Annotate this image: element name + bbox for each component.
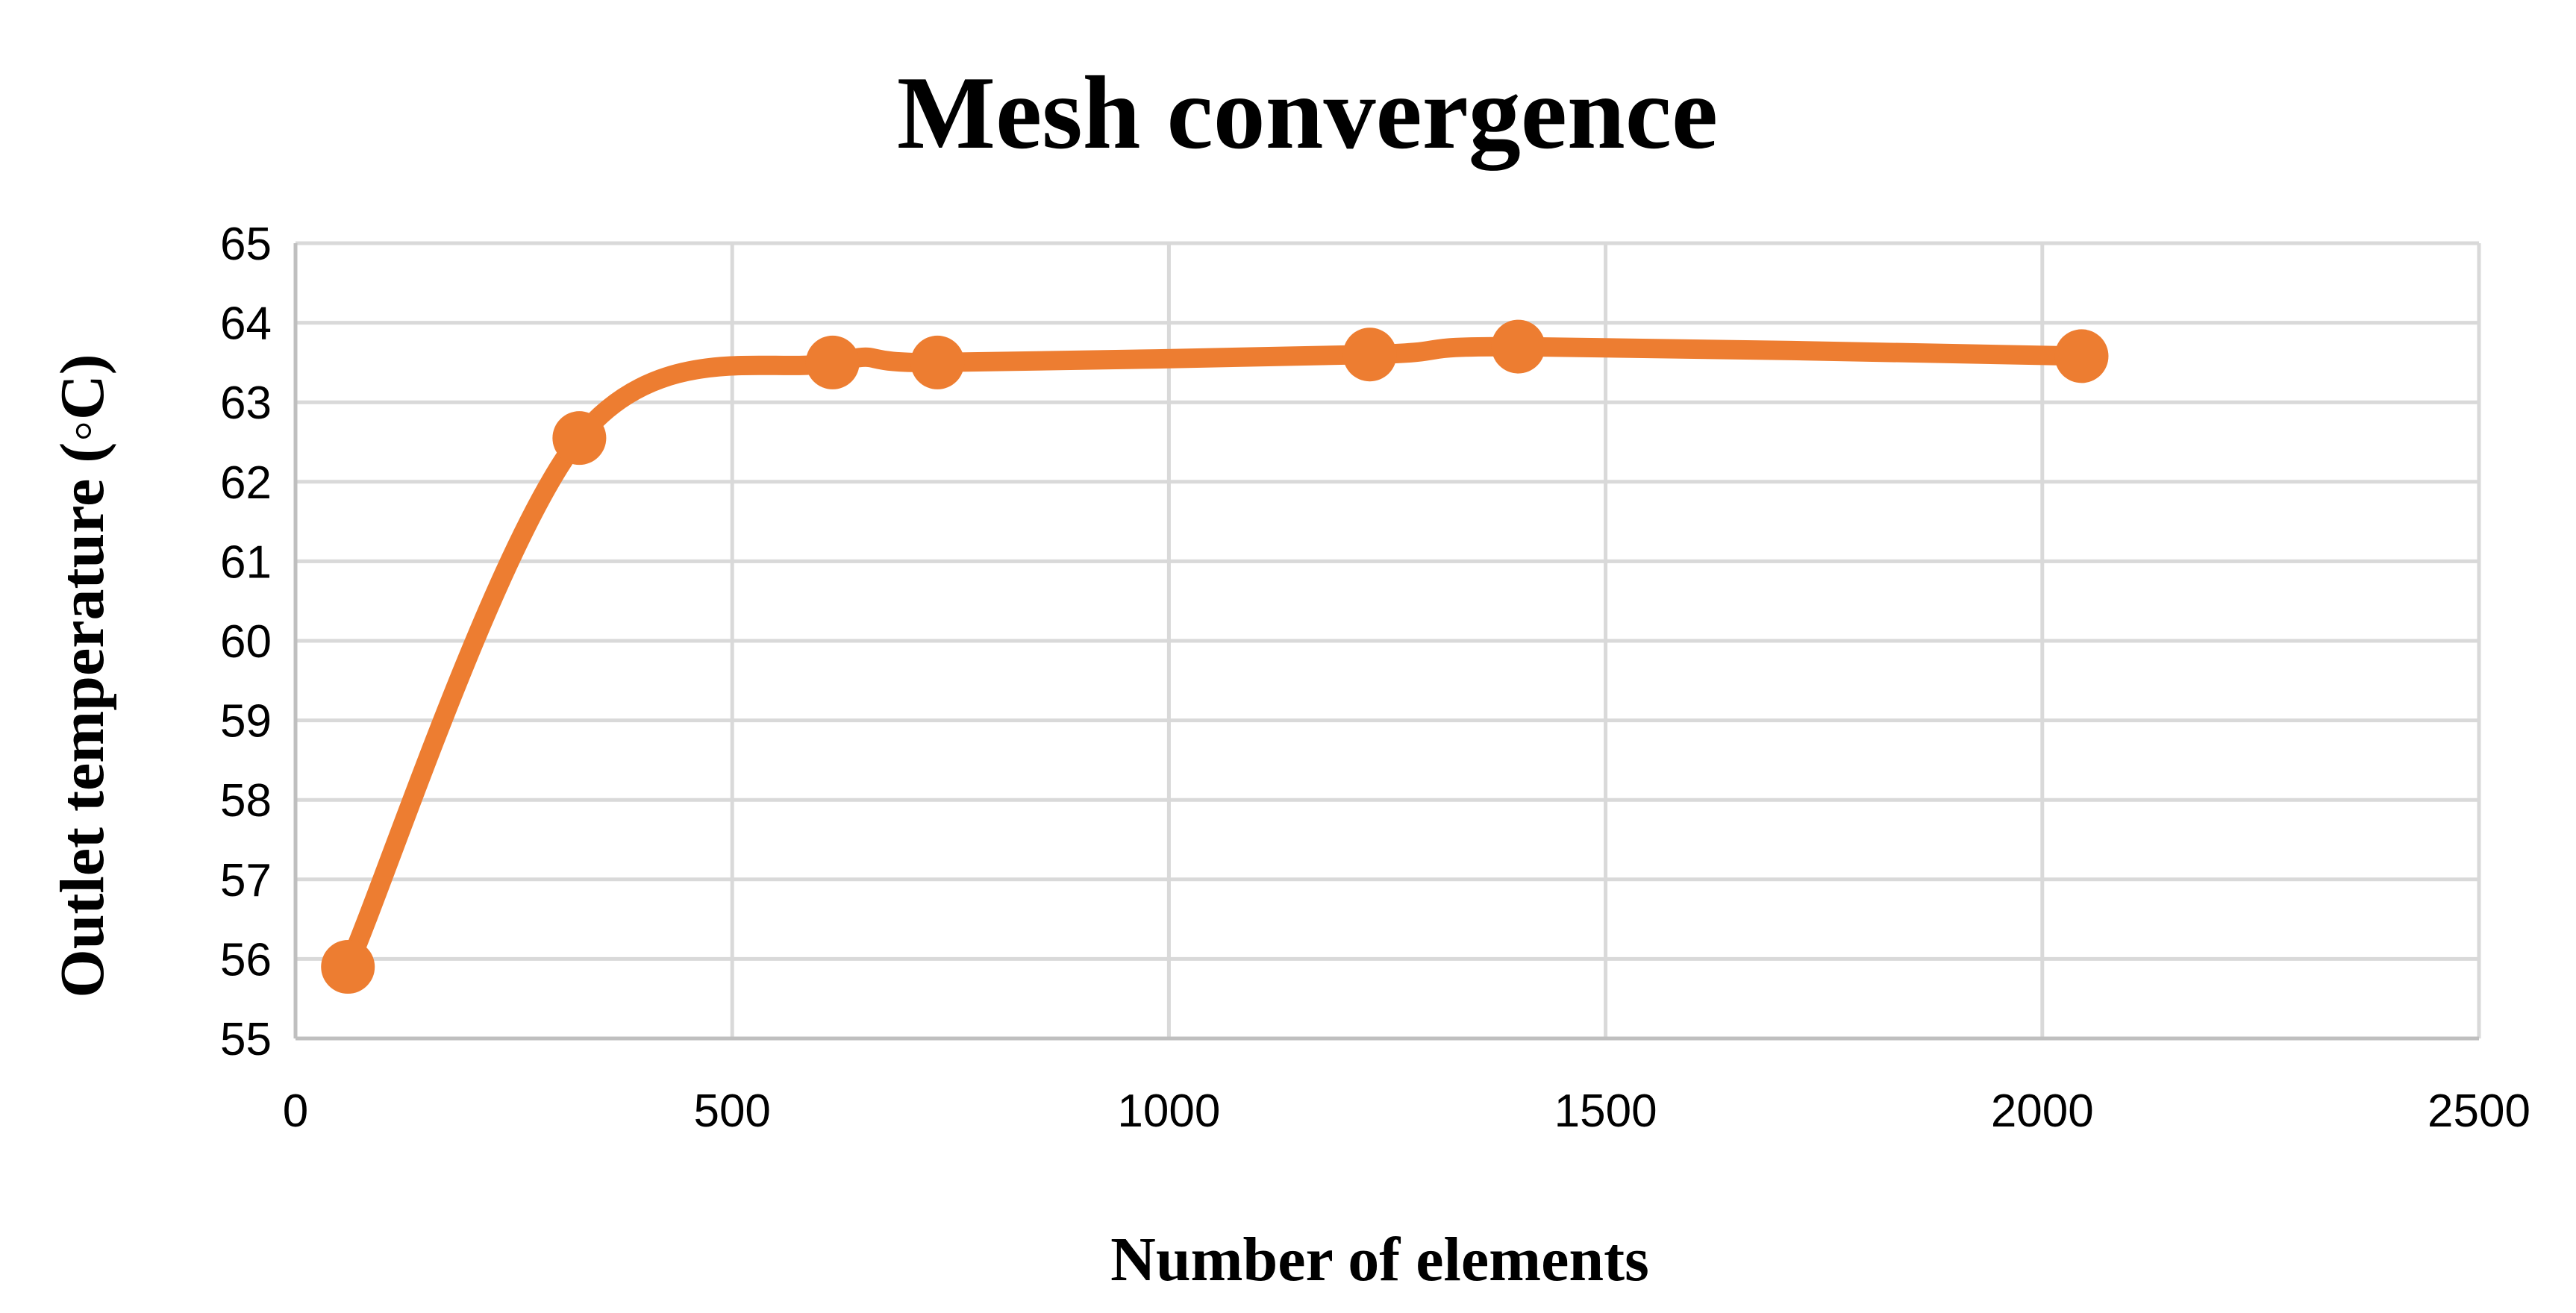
y-tick-label: 61: [220, 536, 272, 588]
y-tick-label: 62: [220, 457, 272, 509]
x-tick-label: 500: [693, 1085, 770, 1137]
series-line: [338, 336, 2092, 977]
chart-title: Mesh convergence: [897, 55, 1718, 171]
y-tick-label: 63: [220, 377, 272, 429]
y-tick-label: 55: [220, 1014, 272, 1065]
y-tick-label: 56: [220, 934, 272, 985]
y-axis-title: Outlet temperature (◦C): [48, 354, 117, 997]
data-series: [321, 319, 2109, 994]
y-tick-label: 58: [220, 775, 272, 827]
y-tick-label: 57: [220, 855, 272, 906]
data-point: [1491, 319, 1545, 374]
y-tick-label: 60: [220, 616, 272, 668]
x-tick-labels: 0 500 1000 1500 2000 2500: [283, 1085, 2530, 1137]
y-tick-label: 59: [220, 696, 272, 748]
x-axis-title: Number of elements: [1110, 1225, 1649, 1294]
data-point: [321, 940, 375, 994]
y-tick-labels: 55 56 57 58 59 60 61 62 63 64 65: [220, 219, 272, 1065]
y-tick-label: 64: [220, 298, 272, 350]
data-point: [552, 411, 607, 466]
x-tick-label: 2500: [2427, 1085, 2530, 1137]
data-point: [2054, 329, 2109, 383]
x-tick-label: 1500: [1554, 1085, 1657, 1137]
x-tick-label: 1000: [1117, 1085, 1220, 1137]
data-point: [910, 335, 965, 389]
x-tick-label: 2000: [1991, 1085, 2094, 1137]
data-point: [805, 335, 860, 389]
gridlines: [296, 241, 2481, 1038]
data-point: [1342, 328, 1397, 382]
y-tick-label: 65: [220, 219, 272, 270]
axes: [293, 243, 2479, 1041]
x-tick-label: 0: [283, 1085, 308, 1137]
